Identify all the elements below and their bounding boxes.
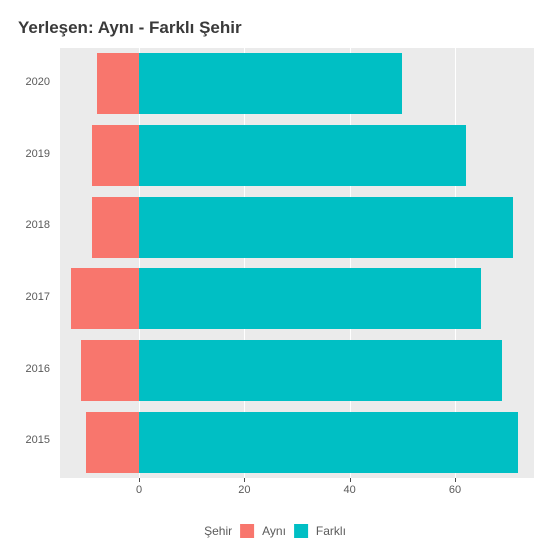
x-tick (455, 478, 456, 482)
bar-ayni (92, 197, 139, 258)
x-tick (350, 478, 351, 482)
bar-ayni (97, 53, 139, 114)
y-tick-label: 2015 (0, 434, 50, 446)
legend-swatch (294, 524, 308, 538)
bar-farkli (139, 268, 481, 329)
y-tick-label: 2020 (0, 76, 50, 88)
bar-ayni (92, 125, 139, 186)
legend-swatch (240, 524, 254, 538)
plot-area (60, 48, 534, 478)
bar-farkli (139, 412, 518, 473)
legend-label: Farklı (316, 524, 346, 538)
x-tick (244, 478, 245, 482)
x-tick-label: 60 (449, 484, 461, 496)
y-tick-label: 2016 (0, 363, 50, 375)
chart-title: Yerleşen: Aynı - Farklı Şehir (18, 18, 538, 38)
bar-ayni (81, 340, 139, 401)
bar-farkli (139, 125, 466, 186)
x-tick (139, 478, 140, 482)
bar-ayni (86, 412, 139, 473)
bar-farkli (139, 53, 402, 114)
legend-label: Aynı (262, 524, 286, 538)
y-tick-label: 2018 (0, 219, 50, 231)
legend: Şehir Aynı Farklı (204, 524, 346, 538)
y-tick-label: 2019 (0, 148, 50, 160)
bar-farkli (139, 197, 513, 258)
x-tick-label: 40 (344, 484, 356, 496)
x-tick-label: 0 (136, 484, 142, 496)
bar-ayni (71, 268, 139, 329)
bar-farkli (139, 340, 502, 401)
x-tick-label: 20 (238, 484, 250, 496)
y-tick-label: 2017 (0, 291, 50, 303)
legend-title: Şehir (204, 524, 232, 538)
